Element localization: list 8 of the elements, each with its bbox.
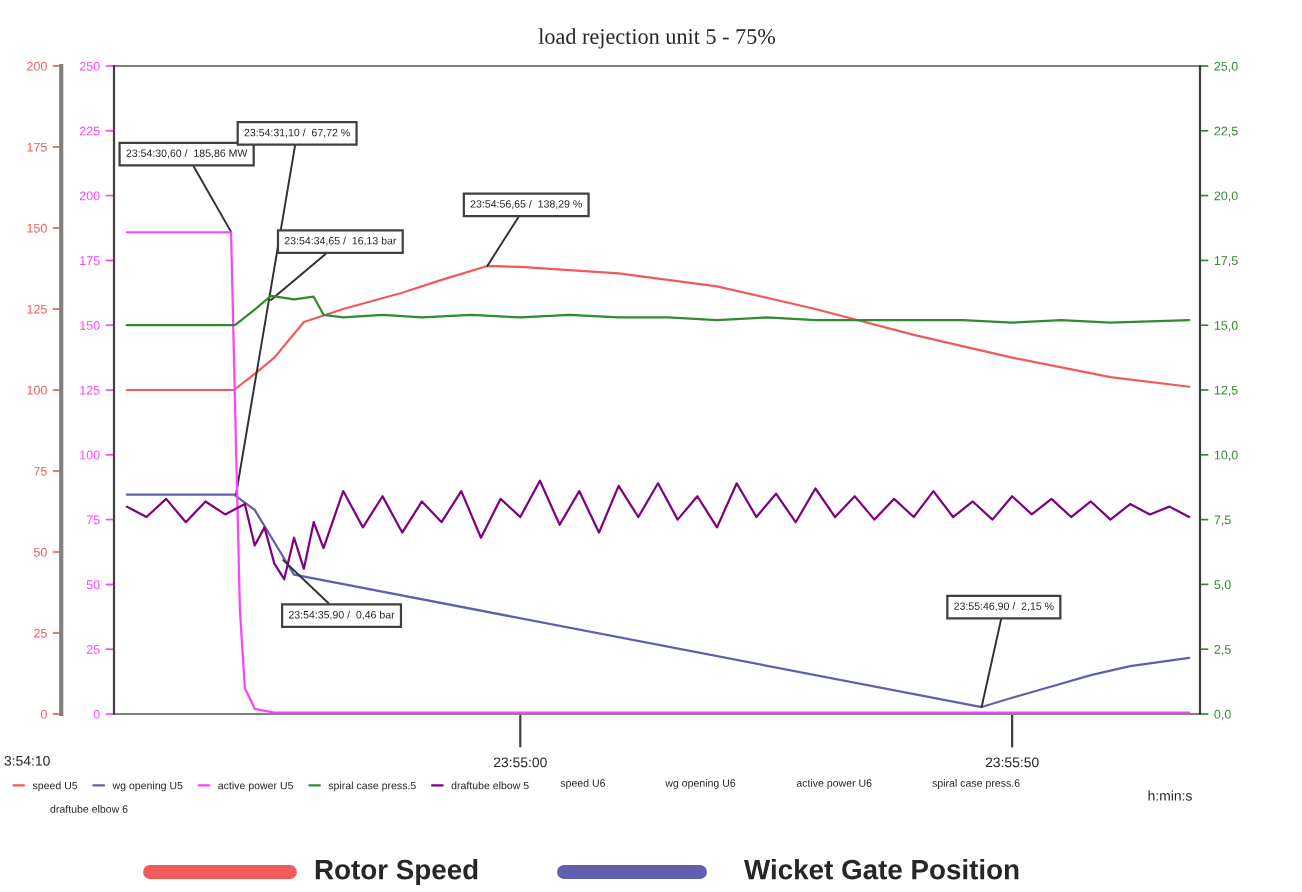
line-series [125, 294, 1191, 327]
chart-title: load rejection unit 5 - 75% [538, 28, 776, 49]
text: Wicket Gate Position [744, 859, 1019, 880]
line-series [125, 479, 1191, 581]
line-series [125, 231, 1191, 714]
line-series [125, 264, 1191, 392]
text: Rotor Speed [315, 859, 478, 885]
line-series [125, 493, 1191, 709]
